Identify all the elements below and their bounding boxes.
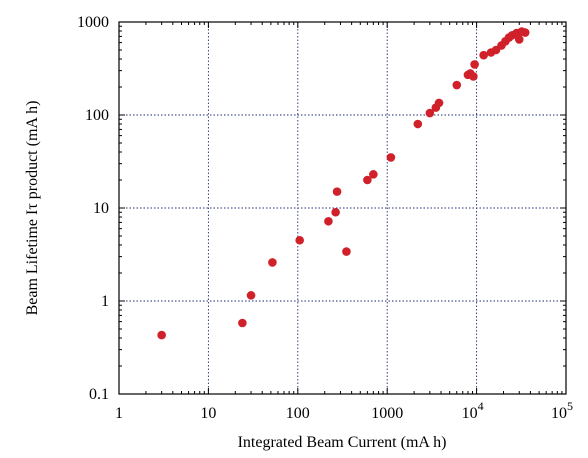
- y-tick-label: 0.1: [89, 386, 109, 403]
- x-tick-label: 100: [286, 405, 310, 422]
- x-axis-label: Integrated Beam Current (mA h): [238, 434, 447, 451]
- data-point: [363, 175, 372, 185]
- axis-ticks: [118, 21, 567, 395]
- data-point: [425, 108, 435, 118]
- data-point: [331, 207, 340, 217]
- data-point: [479, 50, 488, 60]
- x-tick-label: 1000: [371, 405, 403, 422]
- data-point: [369, 170, 378, 179]
- data-point: [386, 153, 396, 162]
- tick-labels: 1 10 100 1000 104 105 0.1 1 10 100 1000: [77, 14, 573, 422]
- y-tick-label: 10: [93, 200, 109, 217]
- data-points: [157, 27, 530, 340]
- data-point: [157, 330, 166, 340]
- data-point: [514, 35, 524, 44]
- y-tick-label: 1: [101, 293, 109, 310]
- y-tick-label: 1000: [77, 14, 109, 31]
- data-point: [332, 187, 342, 196]
- x-tick-exponent: 4: [478, 399, 484, 413]
- data-point: [342, 247, 351, 256]
- x-tick-exponent: 5: [567, 399, 573, 413]
- data-point: [324, 216, 333, 226]
- data-point: [452, 80, 462, 90]
- x-tick-label: 10: [200, 405, 216, 422]
- grid-lines: [119, 22, 566, 394]
- data-point: [246, 291, 256, 300]
- y-axis-label: Beam Lifetime Iτ product (mA h): [24, 101, 41, 316]
- data-point: [470, 60, 479, 69]
- data-point: [295, 235, 304, 245]
- data-point: [413, 119, 423, 129]
- y-tick-label: 100: [85, 107, 109, 124]
- data-point: [434, 98, 444, 108]
- data-point: [238, 318, 247, 328]
- data-point: [268, 258, 277, 267]
- x-tick-label: 1: [115, 405, 123, 422]
- data-point: [469, 72, 478, 81]
- x-tick-label: 104: [462, 399, 484, 422]
- data-point: [520, 28, 530, 37]
- x-tick-label: 105: [551, 399, 573, 422]
